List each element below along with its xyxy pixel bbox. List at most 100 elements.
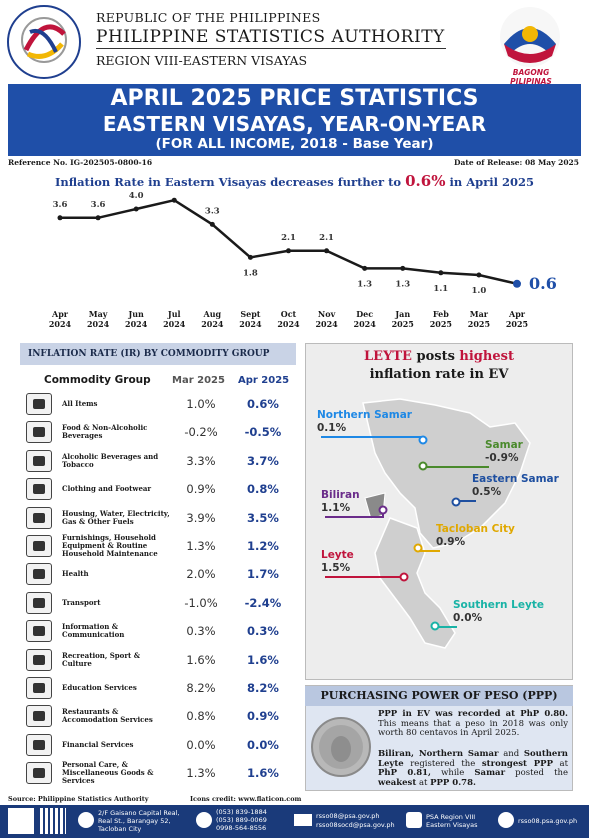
title-highlight: 0.6% xyxy=(405,172,446,190)
map-label: Eastern Samar 0.5% xyxy=(472,473,559,499)
leader-dot xyxy=(430,621,440,631)
data-label: 1.3 xyxy=(357,279,372,289)
table-row: Financial Services 0.0% 0.0% xyxy=(26,732,296,758)
region-value: 0.5% xyxy=(472,486,502,498)
x-tick-label: May 2024 xyxy=(86,309,110,329)
row-icon xyxy=(26,705,52,728)
email: rsso08@psa.gov.ph xyxy=(316,812,380,820)
icon-glyph xyxy=(33,541,45,551)
row-mar: 0.8% xyxy=(186,709,216,724)
map-title: LEYTE posts highest inflation rate in EV xyxy=(305,348,573,384)
ppp-text: weakest xyxy=(378,777,417,788)
point xyxy=(324,248,330,254)
region-value: 1.5% xyxy=(321,562,351,574)
ppp-para: PPP in EV was recorded at PhP 0.80. This… xyxy=(378,709,568,739)
banner: APRIL 2025 PRICE STATISTICS EASTERN VISA… xyxy=(8,84,581,156)
x-tick-label: Mar 2025 xyxy=(467,309,491,329)
icon-glyph xyxy=(33,683,45,693)
row-icon xyxy=(26,393,52,415)
point xyxy=(57,215,63,221)
region-value: 1.1% xyxy=(321,502,351,514)
region-value: 0.9% xyxy=(436,536,466,548)
map-label: Northern Samar 0.1% xyxy=(317,409,412,435)
ppp-text: registered the xyxy=(410,758,476,769)
bagong-text: BAGONG PILIPINAS xyxy=(510,68,552,86)
row-mar: 1.3% xyxy=(186,539,216,553)
leader-dot xyxy=(451,497,461,507)
pin-icon xyxy=(78,812,94,828)
row-icon xyxy=(26,733,52,756)
data-label: 4.4 xyxy=(167,190,182,192)
mail-icon xyxy=(294,814,312,826)
row-apr: 0.9% xyxy=(247,709,279,724)
region-name: Eastern Samar xyxy=(472,473,559,485)
col-header: Commodity Group xyxy=(44,374,151,386)
map-title-part: highest xyxy=(459,349,514,364)
data-label: 1.8 xyxy=(243,268,258,278)
map-label: Southern Leyte 0.0% xyxy=(453,599,544,625)
row-mar: 1.0% xyxy=(186,397,216,411)
website: rsso08.psa.gov.ph xyxy=(518,817,578,825)
data-label: 2.1 xyxy=(319,233,334,243)
row-apr: -2.4% xyxy=(244,595,282,610)
row-icon xyxy=(26,591,52,614)
data-label: 1.0 xyxy=(472,286,487,296)
icon-glyph xyxy=(33,484,45,495)
row-apr: 0.6% xyxy=(247,397,279,411)
ppp-text: at xyxy=(559,758,569,769)
x-tick-label: Feb 2025 xyxy=(429,309,452,329)
table-row: Transport -1.0% -2.4% xyxy=(26,590,296,616)
map-title-part: posts xyxy=(416,349,455,364)
map-label: Tacloban City 0.9% xyxy=(436,523,515,549)
row-name: Education Services xyxy=(62,683,137,692)
ppp-text: Samar xyxy=(474,768,506,778)
icon-glyph xyxy=(33,455,45,466)
data-label: 3.6 xyxy=(91,200,106,210)
ppp-title: PURCHASING POWER OF PESO (PPP) xyxy=(305,686,573,706)
row-mar: 8.2% xyxy=(186,681,216,695)
ppp-text: at xyxy=(418,777,428,788)
row-name: Personal Care, & Miscellaneous Goods & S… xyxy=(62,760,154,786)
point xyxy=(513,279,521,288)
leader-line xyxy=(422,466,489,468)
facebook-icon xyxy=(406,812,422,828)
row-apr: 1.7% xyxy=(247,567,279,582)
point xyxy=(362,265,368,271)
table-row: Personal Care, & Miscellaneous Goods & S… xyxy=(26,760,296,786)
ppp-text: and xyxy=(503,749,520,759)
icon-glyph xyxy=(33,427,45,438)
row-name: Health xyxy=(62,569,89,579)
data-label: 3.3 xyxy=(205,206,220,216)
row-name: Transport xyxy=(62,597,101,607)
ppp-text: Biliran, Northern Samar xyxy=(378,749,499,759)
row-apr: -0.5% xyxy=(244,425,282,440)
region-name: Southern Leyte xyxy=(453,599,544,611)
ppp-text: PPP 0.78. xyxy=(430,777,476,788)
icon-glyph xyxy=(33,399,45,409)
address: 2/F Gaisano Capital Real, Real St., Bara… xyxy=(98,809,180,833)
row-name: Furnishings, Household Equipment & Routi… xyxy=(62,533,158,558)
table-row: Furnishings, Household Equipment & Routi… xyxy=(26,533,296,559)
x-tick-label: Apr 2024 xyxy=(48,309,72,329)
ppp-text: while xyxy=(441,768,465,778)
col-header: Apr 2025 xyxy=(238,375,290,386)
point xyxy=(133,206,139,212)
row-apr: 8.2% xyxy=(247,681,279,695)
row-name: Food & Non-Alcoholic Beverages xyxy=(62,423,148,441)
ppp-text: PhP 0.81, xyxy=(378,768,431,778)
banner-note: (FOR ALL INCOME, 2018 - Base Year) xyxy=(155,136,434,152)
region-name: Leyte xyxy=(321,549,354,561)
point xyxy=(400,265,406,271)
row-name: Clothing and Footwear xyxy=(62,484,152,494)
ppp-text: PPP in EV was recorded at PhP 0.80. xyxy=(378,709,568,719)
row-icon xyxy=(26,421,52,444)
row-icon xyxy=(26,620,52,643)
data-label: 1.1 xyxy=(433,284,448,294)
republic: REPUBLIC OF THE PHILIPPINES xyxy=(96,10,321,25)
row-mar: 0.3% xyxy=(186,624,216,639)
table-row: Clothing and Footwear 0.9% 0.8% xyxy=(26,476,296,502)
row-name: Housing, Water, Electricity, Gas & Other… xyxy=(62,508,170,526)
row-mar: 1.6% xyxy=(186,652,216,667)
icon-glyph xyxy=(33,739,45,750)
